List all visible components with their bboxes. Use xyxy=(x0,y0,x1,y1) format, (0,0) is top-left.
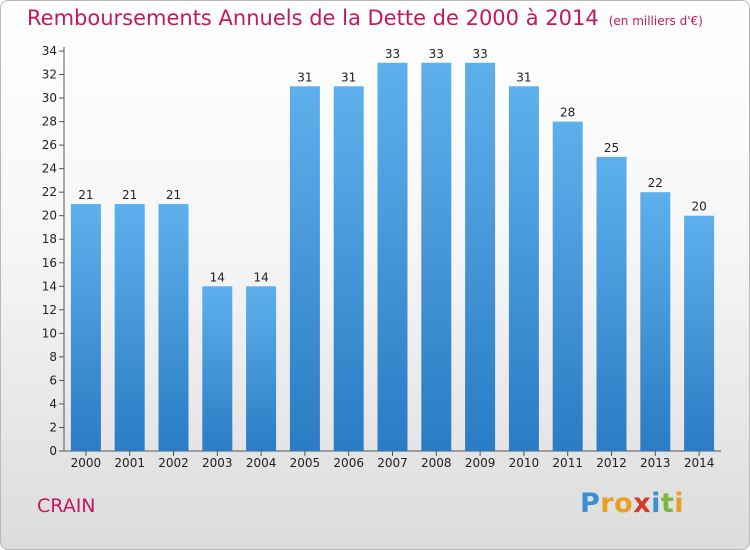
y-tick-label: 4 xyxy=(49,397,57,411)
x-tick-label: 2013 xyxy=(640,456,671,470)
bar xyxy=(377,62,408,451)
x-tick-label: 2014 xyxy=(684,456,715,470)
bar xyxy=(465,62,496,451)
y-tick-label: 30 xyxy=(42,91,57,105)
y-tick-label: 12 xyxy=(42,303,57,317)
chart-title-unit: (en milliers d'€) xyxy=(608,14,703,28)
logo-letter: r xyxy=(600,488,615,519)
data-label: 14 xyxy=(253,270,268,284)
proxiti-logo: Proxiti xyxy=(580,488,684,519)
x-tick-label: 2003 xyxy=(202,456,233,470)
data-label: 14 xyxy=(210,270,225,284)
y-tick-label: 26 xyxy=(42,138,57,152)
data-label: 20 xyxy=(691,200,706,214)
logo-letter: x xyxy=(633,488,652,519)
bar xyxy=(684,215,715,451)
y-tick-label: 24 xyxy=(42,162,57,176)
data-label: 21 xyxy=(78,188,93,202)
y-tick-label: 16 xyxy=(42,256,57,270)
chart-title-main: Remboursements Annuels de la Dette de 20… xyxy=(27,6,599,30)
bar xyxy=(70,203,101,451)
y-tick-label: 8 xyxy=(49,350,57,364)
logo-letter: t xyxy=(660,488,675,519)
logo-letter: i xyxy=(674,488,685,519)
y-tick-label: 6 xyxy=(49,373,57,387)
x-tick-label: 2008 xyxy=(421,456,452,470)
bar xyxy=(246,286,277,451)
x-tick-label: 2011 xyxy=(552,456,583,470)
bar xyxy=(114,203,145,451)
commune-name: CRAIN xyxy=(37,495,96,517)
y-tick-label: 18 xyxy=(42,232,57,246)
data-label: 21 xyxy=(166,188,181,202)
x-tick-label: 2006 xyxy=(333,456,364,470)
y-tick-label: 0 xyxy=(49,444,57,458)
bar xyxy=(289,86,320,451)
logo-letter: o xyxy=(614,488,634,519)
data-label: 33 xyxy=(385,47,400,61)
y-tick-label: 14 xyxy=(42,279,57,293)
y-tick-label: 34 xyxy=(42,44,57,58)
x-tick-label: 2005 xyxy=(290,456,321,470)
data-label: 31 xyxy=(297,70,312,84)
x-tick-label: 2001 xyxy=(114,456,145,470)
data-label: 28 xyxy=(560,106,575,120)
x-tick-label: 2010 xyxy=(509,456,540,470)
x-tick-label: 2007 xyxy=(377,456,408,470)
x-tick-label: 2009 xyxy=(465,456,496,470)
bar xyxy=(640,192,671,452)
bar xyxy=(202,286,233,451)
x-tick-label: 2000 xyxy=(71,456,102,470)
data-label: 25 xyxy=(604,141,619,155)
y-tick-label: 10 xyxy=(42,326,57,340)
chart-title: Remboursements Annuels de la Dette de 20… xyxy=(27,6,703,30)
y-tick-label: 32 xyxy=(42,68,57,82)
data-label: 22 xyxy=(648,176,663,190)
logo-letter: i xyxy=(651,488,661,519)
data-label: 33 xyxy=(429,47,444,61)
x-tick-label: 2004 xyxy=(246,456,277,470)
bar xyxy=(421,62,452,451)
y-tick-label: 20 xyxy=(42,209,57,223)
bar xyxy=(596,156,627,451)
y-tick-label: 28 xyxy=(42,115,57,129)
bar xyxy=(333,86,364,451)
y-tick-label: 22 xyxy=(42,185,57,199)
data-label: 21 xyxy=(122,188,137,202)
bar xyxy=(158,203,189,451)
x-tick-label: 2002 xyxy=(158,456,189,470)
bar xyxy=(552,121,583,452)
data-label: 31 xyxy=(341,70,356,84)
x-tick-label: 2012 xyxy=(596,456,627,470)
data-label: 31 xyxy=(516,70,531,84)
bar xyxy=(508,86,539,451)
logo-letter: P xyxy=(580,488,601,519)
data-label: 33 xyxy=(472,47,487,61)
y-tick-label: 2 xyxy=(49,420,57,434)
